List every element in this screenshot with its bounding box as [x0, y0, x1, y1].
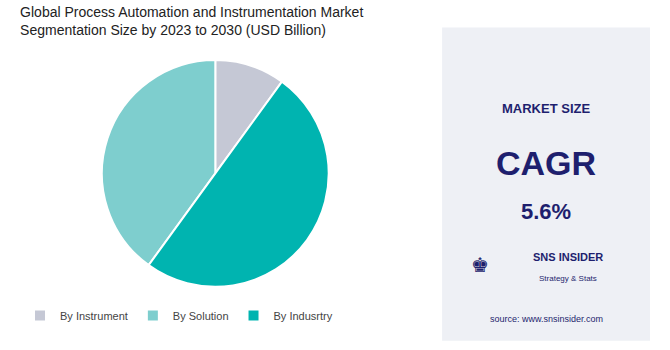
svg-text:By Instrument: By Instrument: [60, 310, 128, 322]
svg-text:source: www.snsinsider.com: source: www.snsinsider.com: [490, 314, 603, 324]
svg-text:5.6%: 5.6%: [521, 199, 571, 224]
svg-text:By Solution: By Solution: [173, 310, 229, 322]
svg-text:CAGR: CAGR: [496, 144, 596, 182]
svg-text:SNS INSIDER: SNS INSIDER: [533, 251, 603, 263]
svg-text:MARKET SIZE: MARKET SIZE: [502, 101, 590, 116]
svg-text:Global Process Automation and: Global Process Automation and Instrument…: [20, 4, 363, 38]
svg-text:Strategy & Stats: Strategy & Stats: [539, 274, 597, 283]
svg-text:By Indusrtry: By Indusrtry: [274, 310, 333, 322]
svg-text:♚: ♚: [471, 254, 489, 276]
